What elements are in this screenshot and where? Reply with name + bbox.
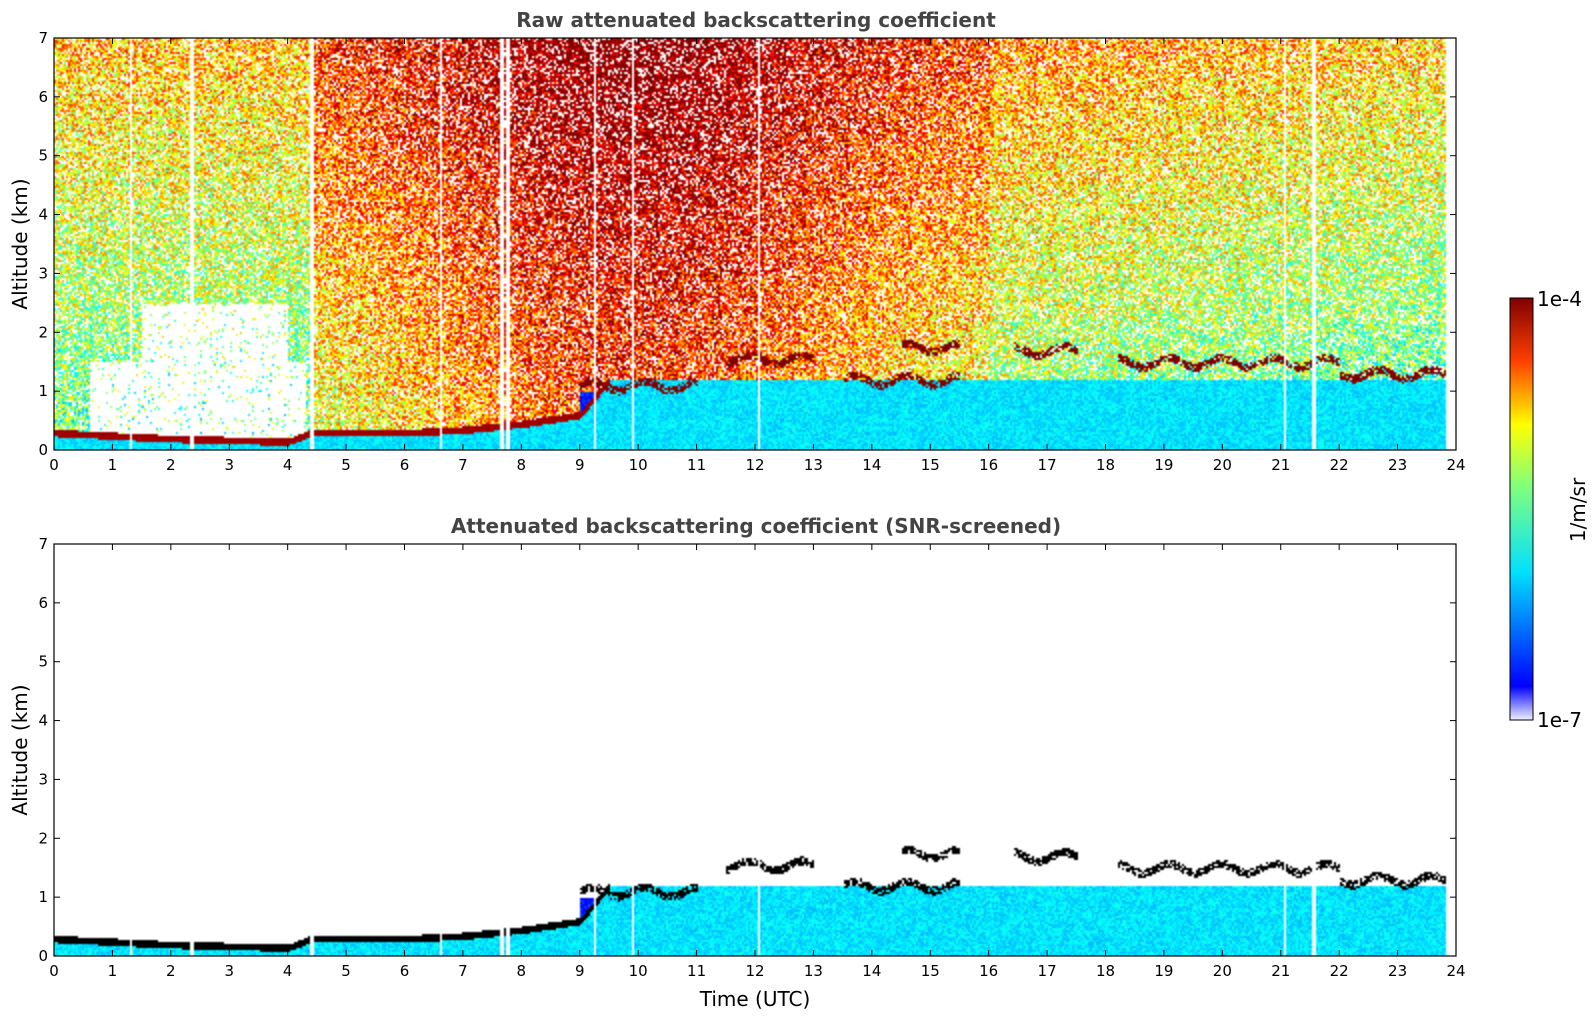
x-tick-label: 3 — [224, 456, 234, 474]
x-tick-label: 4 — [283, 456, 293, 474]
x-tick-label: 5 — [341, 962, 351, 980]
y-tick-label: 1 — [38, 888, 48, 906]
x-tick-label: 7 — [458, 962, 468, 980]
x-tick-label: 10 — [629, 962, 648, 980]
x-tick-label: 23 — [1388, 962, 1407, 980]
x-tick-label: 4 — [283, 962, 293, 980]
heatmap-image — [54, 38, 1456, 450]
y-tick-label: 6 — [38, 594, 48, 612]
x-tick-label: 14 — [862, 456, 881, 474]
x-tick-label: 2 — [166, 456, 176, 474]
panel-title: Raw attenuated backscattering coefficien… — [516, 8, 996, 32]
x-tick-label: 15 — [921, 962, 940, 980]
x-tick-label: 11 — [687, 456, 706, 474]
x-tick-label: 23 — [1388, 456, 1407, 474]
x-tick-label: 19 — [1154, 962, 1173, 980]
y-axis: 0 1 2 3 4 5 6 7 — [38, 29, 1456, 459]
x-tick-label: 24 — [1446, 962, 1465, 980]
x-tick-label: 18 — [1096, 456, 1115, 474]
x-tick-label: 14 — [862, 962, 881, 980]
x-tick-label: 0 — [49, 456, 59, 474]
y-tick-label: 0 — [38, 441, 48, 459]
x-tick-label: 22 — [1330, 456, 1349, 474]
x-tick-label: 10 — [629, 456, 648, 474]
y-tick-label: 0 — [38, 947, 48, 965]
x-tick-label: 7 — [458, 456, 468, 474]
raw-backscatter-panel: Raw attenuated backscattering coefficien… — [8, 8, 1466, 474]
colorbar-gradient — [1509, 297, 1534, 721]
x-tick-label: 5 — [341, 456, 351, 474]
y-axis: 0 1 2 3 4 5 6 7 — [38, 535, 1456, 965]
x-tick-label: 6 — [400, 962, 410, 980]
x-tick-label: 16 — [979, 962, 998, 980]
y-axis-label: Altitude (km) — [8, 684, 32, 815]
x-tick-label: 21 — [1271, 962, 1290, 980]
x-tick-label: 13 — [804, 962, 823, 980]
snr-screened-panel: Attenuated backscattering coefficient (S… — [8, 514, 1466, 1011]
x-axis: 0 1 2 3 4 5 6 7 8 9 10 11 12 13 14 15 16 17 18 19 20 21 22 23 24 — [49, 38, 1466, 474]
x-tick-label: 24 — [1446, 456, 1465, 474]
y-tick-label: 3 — [38, 770, 48, 788]
x-axis-label: Time (UTC) — [699, 987, 811, 1011]
x-tick-label: 20 — [1213, 456, 1232, 474]
panel-title: Attenuated backscattering coefficient (S… — [451, 514, 1061, 538]
y-axis-label: Altitude (km) — [8, 178, 32, 309]
colorbar-max-label: 1e-4 — [1537, 287, 1582, 311]
y-tick-label: 1 — [38, 382, 48, 400]
x-tick-label: 16 — [979, 456, 998, 474]
x-tick-label: 22 — [1330, 962, 1349, 980]
x-tick-label: 8 — [517, 456, 527, 474]
x-tick-label: 11 — [687, 962, 706, 980]
heatmap-raster — [54, 544, 1456, 956]
x-tick-label: 20 — [1213, 962, 1232, 980]
y-tick-label: 5 — [38, 147, 48, 165]
y-tick-label: 4 — [38, 712, 48, 730]
x-tick-label: 8 — [517, 962, 527, 980]
x-tick-label: 0 — [49, 962, 59, 980]
y-tick-label: 6 — [38, 88, 48, 106]
colorbar-unit-label: 1/m/sr — [1566, 477, 1590, 542]
x-tick-label: 17 — [1038, 456, 1057, 474]
y-tick-label: 7 — [38, 535, 48, 553]
x-tick-label: 18 — [1096, 962, 1115, 980]
x-tick-label: 19 — [1154, 456, 1173, 474]
x-tick-label: 17 — [1038, 962, 1057, 980]
x-tick-label: 12 — [745, 456, 764, 474]
y-tick-label: 4 — [38, 206, 48, 224]
x-tick-label: 21 — [1271, 456, 1290, 474]
x-tick-label: 1 — [108, 962, 118, 980]
x-tick-label: 1 — [108, 456, 118, 474]
heatmap-raster — [54, 38, 1456, 450]
y-tick-label: 2 — [38, 829, 48, 847]
y-tick-label: 3 — [38, 264, 48, 282]
x-tick-label: 15 — [921, 456, 940, 474]
y-tick-label: 5 — [38, 653, 48, 671]
x-tick-label: 12 — [745, 962, 764, 980]
y-tick-label: 7 — [38, 29, 48, 47]
x-tick-label: 13 — [804, 456, 823, 474]
x-tick-label: 6 — [400, 456, 410, 474]
heatmap-image — [54, 544, 1456, 956]
colorbar: 1e-4 1e-7 1/m/sr — [1509, 287, 1590, 732]
colorbar-min-label: 1e-7 — [1537, 708, 1582, 732]
x-axis: 0 1 2 3 4 5 6 7 8 9 10 11 12 13 14 15 16 17 18 19 20 21 22 23 24 — [49, 544, 1466, 980]
x-tick-label: 3 — [224, 962, 234, 980]
x-tick-label: 9 — [575, 962, 585, 980]
y-tick-label: 2 — [38, 323, 48, 341]
x-tick-label: 2 — [166, 962, 176, 980]
x-tick-label: 9 — [575, 456, 585, 474]
